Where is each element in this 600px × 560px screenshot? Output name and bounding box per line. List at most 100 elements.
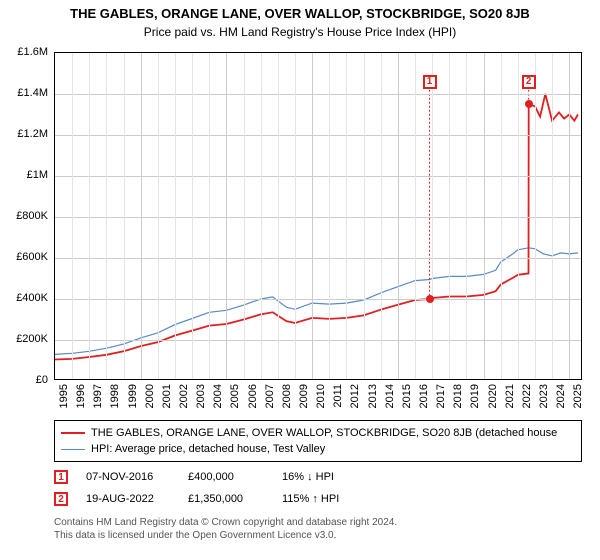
x-axis-tick-label: 1995 [58,384,70,408]
gridline-horizontal [55,258,581,259]
x-axis-tick-label: 1999 [127,384,139,408]
gridline-vertical [192,53,193,379]
gridline-vertical [72,53,73,379]
legend-item: HPI: Average price, detached house, Test… [61,441,575,457]
x-axis-tick-label: 2023 [538,384,550,408]
y-axis-tick-label: £1M [0,169,48,181]
gridline-vertical [346,53,347,379]
sale-index-box: 2 [54,492,68,506]
x-axis-tick-label: 2024 [555,384,567,408]
sale-dot [426,295,434,303]
gridline-vertical [552,53,553,379]
y-axis-tick-label: £0 [0,374,48,386]
gridline-vertical [381,53,382,379]
x-axis-tick-label: 2015 [401,384,413,408]
x-axis-tick-label: 2002 [178,384,190,408]
sale-date: 19-AUG-2022 [86,493,170,505]
chart-container: THE GABLES, ORANGE LANE, OVER WALLOP, ST… [0,0,600,560]
x-axis-tick-label: 2020 [487,384,499,408]
gridline-vertical [449,53,450,379]
gridline-vertical [106,53,107,379]
x-axis-tick-label: 2012 [349,384,361,408]
sale-row: 107-NOV-2016£400,00016% ↓ HPI [54,466,358,488]
gridline-vertical [261,53,262,379]
x-axis-tick-label: 2018 [452,384,464,408]
y-axis-tick-label: £400K [0,292,48,304]
x-axis-tick-label: 2001 [161,384,173,408]
gridline-horizontal [55,135,581,136]
sale-date: 07-NOV-2016 [86,471,170,483]
x-axis-tick-label: 2000 [144,384,156,408]
y-axis-tick-label: £1.4M [0,87,48,99]
chart-subtitle: Price paid vs. HM Land Registry's House … [0,21,600,43]
gridline-vertical [501,53,502,379]
x-axis-tick-label: 2005 [229,384,241,408]
legend-item: THE GABLES, ORANGE LANE, OVER WALLOP, ST… [61,425,575,441]
gridline-vertical [518,53,519,379]
gridline-vertical [244,53,245,379]
gridline-vertical [124,53,125,379]
x-axis-tick-label: 1998 [109,384,121,408]
legend-swatch [61,432,85,434]
x-axis-tick-label: 2025 [572,384,584,408]
gridline-vertical [535,53,536,379]
y-axis-tick-label: £200K [0,333,48,345]
gridline-vertical [158,53,159,379]
series-hpi [55,248,578,355]
series-subject [55,94,578,360]
sale-vs-hpi: 16% ↓ HPI [282,471,358,483]
gridline-horizontal [55,94,581,95]
x-axis-tick-label: 2009 [298,384,310,408]
gridline-horizontal [55,176,581,177]
sale-marker-box: 1 [423,75,437,89]
legend: THE GABLES, ORANGE LANE, OVER WALLOP, ST… [54,420,582,462]
legend-label: HPI: Average price, detached house, Test… [91,441,325,457]
y-axis-tick-label: £800K [0,210,48,222]
gridline-horizontal [55,340,581,341]
x-axis-tick-label: 2013 [367,384,379,408]
gridline-vertical [398,53,399,379]
footer-attribution: Contains HM Land Registry data © Crown c… [54,516,397,542]
gridline-horizontal [55,217,581,218]
gridline-vertical [484,53,485,379]
sale-price: £400,000 [188,471,264,483]
gridline-vertical [89,53,90,379]
x-axis-tick-label: 2003 [195,384,207,408]
x-axis-tick-label: 2008 [281,384,293,408]
x-axis-tick-label: 2022 [521,384,533,408]
x-axis-tick-label: 2014 [384,384,396,408]
y-axis-tick-label: £600K [0,251,48,263]
x-axis-tick-label: 2007 [264,384,276,408]
sale-row: 2 19-AUG-2022 £1,350,000 115% ↑ HPI [54,488,358,510]
gridline-vertical [226,53,227,379]
x-axis-tick-label: 2019 [469,384,481,408]
gridline-vertical [175,53,176,379]
footer-line: Contains HM Land Registry data © Crown c… [54,516,397,529]
gridline-vertical [364,53,365,379]
sales-table: 107-NOV-2016£400,00016% ↓ HPI219-AUG-202… [54,466,358,510]
gridline-vertical [466,53,467,379]
gridline-vertical [209,53,210,379]
legend-swatch [61,449,85,450]
gridline-vertical [569,53,570,379]
sale-marker-box: 2 [522,75,536,89]
sale-price: £1,350,000 [188,493,264,505]
x-axis-tick-label: 2011 [332,384,344,408]
legend-label: THE GABLES, ORANGE LANE, OVER WALLOP, ST… [91,425,557,441]
x-axis-tick-label: 2021 [504,384,516,408]
chart-title: THE GABLES, ORANGE LANE, OVER WALLOP, ST… [0,0,600,21]
gridline-vertical [295,53,296,379]
gridline-vertical [141,53,142,379]
gridline-horizontal [55,299,581,300]
x-axis-tick-label: 2016 [418,384,430,408]
x-axis-tick-label: 1996 [75,384,87,408]
x-axis-tick-label: 2004 [212,384,224,408]
x-axis-tick-label: 1997 [92,384,104,408]
gridline-vertical [432,53,433,379]
footer-line: This data is licensed under the Open Gov… [54,529,397,542]
x-axis-tick-label: 2010 [315,384,327,408]
gridline-vertical [415,53,416,379]
x-axis-tick-label: 2006 [247,384,259,408]
sale-vs-hpi: 115% ↑ HPI [282,493,358,505]
gridline-vertical [329,53,330,379]
